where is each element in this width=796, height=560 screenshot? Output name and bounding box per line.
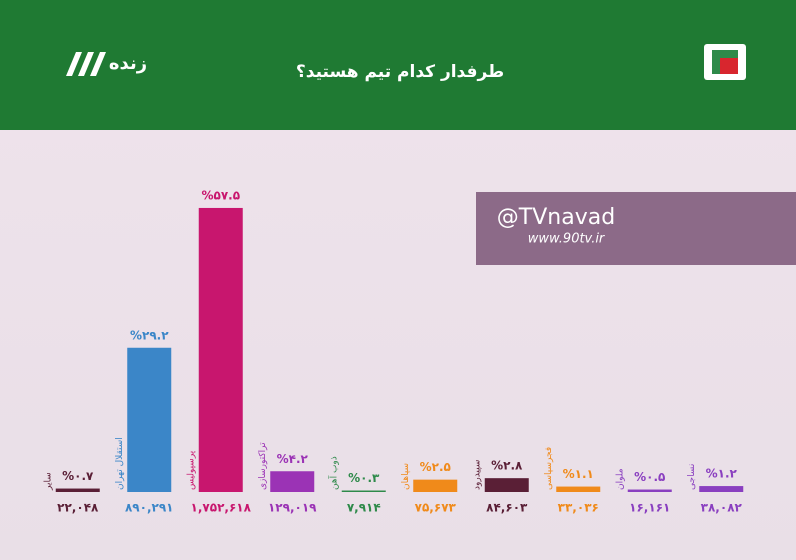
value-label: %۴.۲ (277, 452, 309, 466)
category-label: سایر (43, 472, 53, 491)
value-label: %۲.۸ (491, 459, 523, 473)
category-label: تراکتورسازی (258, 442, 268, 490)
value-label: %۵۷.۵ (201, 188, 240, 202)
watermark-handle: @TVnavad (497, 205, 615, 230)
category-label: پرسپولیس (186, 450, 196, 490)
category-label: سپاهان (401, 463, 411, 490)
value-label: %۰.۵ (634, 470, 665, 484)
value-label: %۱.۲ (706, 467, 738, 481)
value-label: %۰.۳ (348, 471, 380, 485)
bar (484, 478, 529, 492)
header-bar (0, 0, 796, 130)
bar (127, 347, 172, 492)
value-label: %۱.۱ (563, 467, 594, 481)
count-label: ۳۳,۰۳۶ (558, 501, 599, 515)
bar (627, 489, 672, 492)
category-label: ملوان (615, 468, 625, 490)
live-logo (66, 52, 106, 76)
count-label: ۷۵,۶۷۳ (415, 501, 457, 515)
bar (699, 486, 744, 492)
plot: %۰.۷ ۲۲,۰۴۸ سایر %۲۹.۲ ۸۹۰,۲۹۱ استقلال تهران%… (43, 188, 744, 515)
count-label: ۳۸,۰۸۲ (701, 501, 743, 515)
bar (341, 490, 386, 492)
channel-logo (704, 44, 746, 80)
category-label: سپیدرود (472, 460, 482, 490)
watermark-box (476, 192, 796, 265)
value-label: %۲۹.۲ (130, 328, 169, 342)
category-label: ذوب آهن (327, 456, 339, 490)
watermark-site: www.90tv.ir (528, 232, 606, 247)
live-label: زنده (109, 53, 147, 74)
category-label: استقلال تهران (115, 437, 125, 490)
header-title: طرفدار کدام تیم هستید؟ (296, 62, 504, 82)
category-label: فجرسپاسی (544, 447, 554, 490)
bar (270, 471, 315, 492)
value-label: %۰.۷ (62, 469, 94, 483)
category-label: نساجی (687, 464, 697, 490)
count-label: ۱۶,۱۶۱ (629, 501, 670, 515)
count-label: ۸۴,۶۰۳ (486, 501, 528, 515)
bar (413, 479, 458, 492)
count-label: ۷,۹۱۴ (347, 501, 381, 515)
count-label: ۱,۷۵۲,۶۱۸ (191, 501, 252, 515)
bar (198, 207, 243, 492)
bar (556, 486, 601, 492)
count-label: ۸۹۰,۲۹۱ (125, 501, 174, 515)
value-label: %۲.۵ (420, 460, 451, 474)
count-label: ۲۲,۰۴۸ (57, 501, 99, 515)
bar (55, 488, 100, 492)
count-label: ۱۲۹,۰۱۹ (268, 501, 317, 515)
